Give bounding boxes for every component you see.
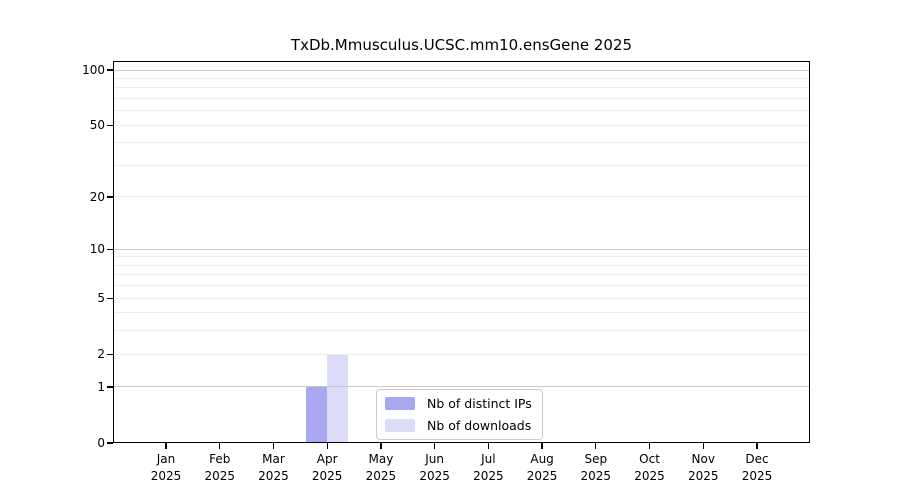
x-tick-mark-mar bbox=[272, 443, 275, 449]
bar-nb-of-downloads-apr bbox=[327, 354, 349, 443]
x-tick-label-jan: Jan 2025 bbox=[150, 452, 182, 483]
y-tick-label-100: 100 bbox=[82, 63, 105, 78]
legend-swatch-downloads bbox=[385, 419, 415, 432]
y-tick-label-0: 0 bbox=[97, 436, 105, 450]
y-tick-mark-1 bbox=[107, 386, 113, 388]
x-tick-label-sep: Sep 2025 bbox=[580, 452, 612, 483]
y-tick-mark-2 bbox=[107, 353, 113, 355]
x-tick-label-nov: Nov 2025 bbox=[687, 452, 719, 483]
y-tick-mark-10 bbox=[107, 248, 113, 250]
x-tick-label-may: May 2025 bbox=[365, 452, 397, 483]
gridline-70 bbox=[113, 98, 810, 100]
gridline-30 bbox=[113, 165, 810, 166]
x-tick-label-apr: Apr 2025 bbox=[311, 452, 343, 483]
gridline-100 bbox=[113, 69, 810, 71]
legend-item-downloads: Nb of downloads bbox=[385, 417, 532, 434]
gridline-3 bbox=[113, 330, 810, 332]
gridline-1 bbox=[113, 386, 810, 388]
x-tick-mark-jan bbox=[165, 443, 167, 449]
chart-title: TxDb.Mmusculus.UCSC.mm10.ensGene 2025 bbox=[290, 36, 633, 54]
y-tick-mark-5 bbox=[107, 297, 113, 299]
y-tick-mark-50 bbox=[107, 124, 113, 126]
y-tick-mark-0 bbox=[107, 442, 113, 444]
y-tick-label-50: 50 bbox=[89, 118, 105, 133]
y-tick-label-5: 5 bbox=[97, 291, 105, 306]
gridline-4 bbox=[113, 312, 810, 314]
gridline-20 bbox=[113, 196, 810, 198]
y-tick-label-1: 1 bbox=[97, 379, 105, 394]
x-tick-label-jun: Jun 2025 bbox=[419, 452, 450, 483]
x-tick-mark-may bbox=[380, 443, 382, 449]
x-tick-mark-jun bbox=[433, 443, 436, 449]
y-tick-mark-100 bbox=[107, 69, 113, 71]
gridline-6 bbox=[113, 285, 810, 287]
x-tick-label-dec: Dec 2025 bbox=[741, 452, 773, 483]
y-tick-mark-20 bbox=[107, 196, 113, 198]
legend-swatch-distinct-ips bbox=[385, 397, 415, 410]
gridline-50 bbox=[113, 124, 810, 126]
x-tick-mark-oct bbox=[648, 443, 651, 449]
x-tick-mark-jul bbox=[487, 443, 489, 449]
y-tick-label-2: 2 bbox=[97, 347, 105, 362]
gridline-10 bbox=[113, 248, 810, 250]
gridline-60 bbox=[113, 110, 810, 112]
legend: Nb of distinct IPs Nb of downloads bbox=[376, 389, 543, 440]
y-tick-label-20: 20 bbox=[89, 189, 105, 204]
x-tick-mark-nov bbox=[702, 443, 704, 449]
gridline-5 bbox=[113, 297, 810, 299]
x-tick-label-mar: Mar 2025 bbox=[258, 452, 289, 483]
x-tick-label-oct: Oct 2025 bbox=[634, 452, 665, 483]
x-tick-label-jul: Jul 2025 bbox=[473, 452, 504, 483]
legend-label-distinct-ips: Nb of distinct IPs bbox=[427, 395, 532, 411]
gridline-2 bbox=[113, 353, 810, 355]
gridline-9 bbox=[113, 256, 810, 258]
gridline-8 bbox=[113, 264, 810, 266]
plot-area: Nb of distinct IPs Nb of downloads bbox=[113, 61, 810, 443]
gridline-7 bbox=[113, 274, 810, 276]
x-tick-mark-sep bbox=[595, 443, 597, 449]
x-tick-mark-dec bbox=[756, 443, 758, 449]
legend-item-distinct-ips: Nb of distinct IPs bbox=[385, 395, 532, 412]
legend-label-downloads: Nb of downloads bbox=[427, 417, 532, 433]
x-tick-label-aug: Aug 2025 bbox=[526, 452, 558, 483]
x-tick-label-feb: Feb 2025 bbox=[204, 452, 235, 483]
x-tick-mark-apr bbox=[326, 443, 328, 449]
gridline-90 bbox=[113, 77, 810, 79]
x-tick-mark-aug bbox=[541, 443, 543, 449]
x-tick-mark-feb bbox=[219, 443, 221, 449]
y-tick-label-10: 10 bbox=[89, 242, 105, 257]
gridline-80 bbox=[113, 87, 810, 89]
bar-nb-of-distinct-ips-apr bbox=[306, 386, 328, 443]
gridline-40 bbox=[113, 142, 810, 144]
